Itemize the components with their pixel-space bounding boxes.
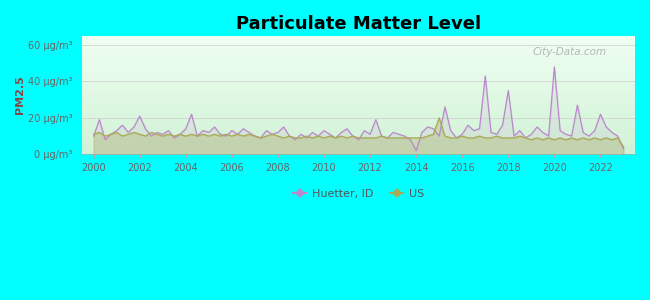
Title: Particulate Matter Level: Particulate Matter Level — [236, 15, 481, 33]
Y-axis label: PM2.5: PM2.5 — [15, 76, 25, 115]
Text: City-Data.com: City-Data.com — [533, 46, 607, 57]
Legend: Huetter, ID, US: Huetter, ID, US — [289, 184, 428, 203]
